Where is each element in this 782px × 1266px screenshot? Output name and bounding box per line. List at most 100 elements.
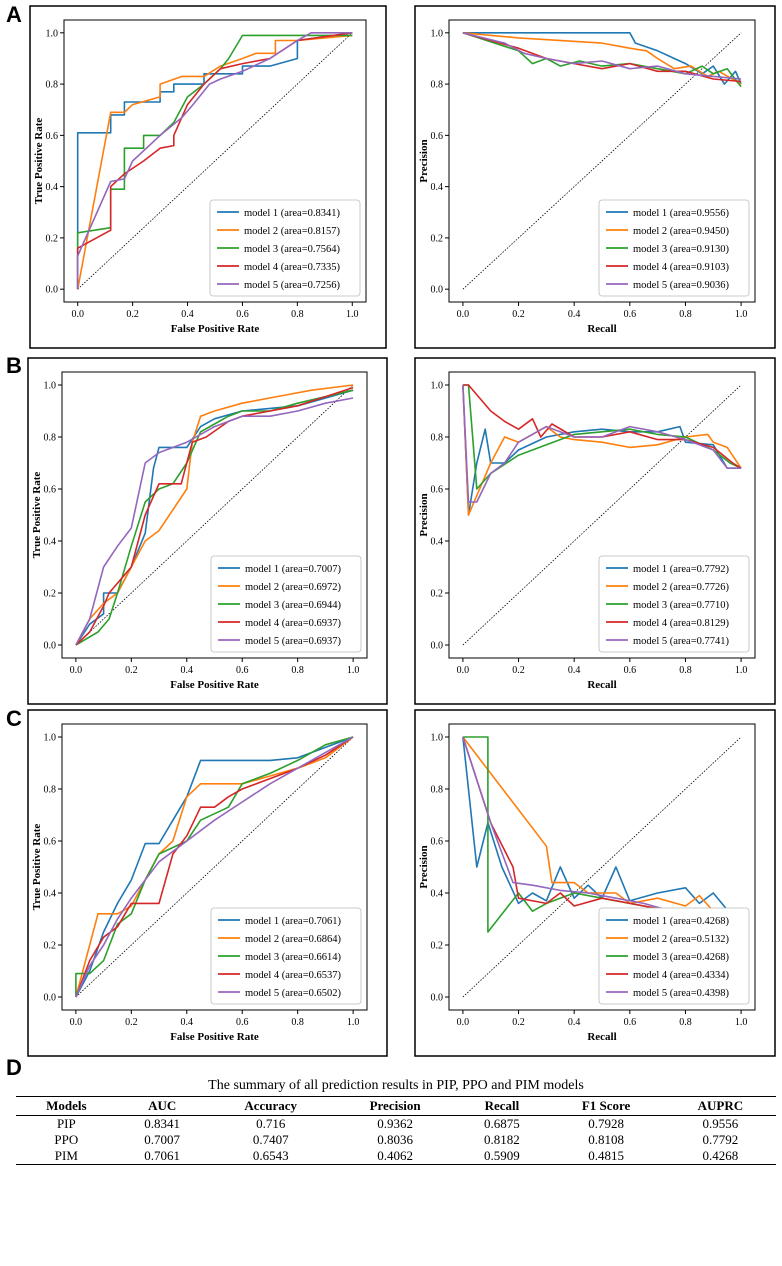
- y-tick-label: 1.0: [44, 733, 57, 744]
- legend: model 1 (area=0.7061) model 2 (area=0.686…: [210, 907, 362, 1005]
- legend: model 1 (area=0.7007) model 2 (area=0.697…: [210, 555, 362, 653]
- chance-diagonal-line: [462, 736, 742, 998]
- y-tick-label: 0.8: [431, 433, 444, 444]
- y-tick-label: 0.8: [431, 785, 444, 796]
- legend-entry: model 5 (area=0.9036): [633, 280, 730, 291]
- y-tick-label: 0.0: [431, 641, 444, 652]
- table-row: PPO 0.7007 0.7407 0.8036 0.8182 0.8108 0…: [16, 1132, 776, 1148]
- table-cell: 0.7792: [702, 1132, 739, 1147]
- axes-box: [448, 371, 756, 659]
- legend: model 1 (area=0.9556) model 2 (area=0.945…: [598, 199, 750, 297]
- chance-diagonal-line: [77, 32, 353, 290]
- x-tick-label: 0.6: [624, 1017, 637, 1028]
- legend-entry: model 3 (area=0.9130): [633, 244, 730, 255]
- y-tick-label: 0.2: [44, 941, 57, 952]
- legend-entry: model 2 (area=0.7726): [633, 582, 730, 593]
- column-header: AUC: [116, 1096, 208, 1116]
- table-cell: 0.7407: [252, 1132, 289, 1147]
- legend-entry: model 5 (area=0.6937): [245, 636, 342, 647]
- x-axis-label: Recall: [587, 1031, 616, 1043]
- axes-box: [61, 371, 368, 659]
- x-tick-label: 0.0: [457, 309, 470, 320]
- series-line-model-4: [76, 32, 353, 290]
- series-line-model-4: [75, 386, 354, 646]
- legend: model 1 (area=0.4268) model 2 (area=0.513…: [598, 907, 750, 1005]
- series-line-model-5: [76, 31, 353, 290]
- chance-diagonal-line: [462, 384, 742, 646]
- x-tick-label: 0.8: [679, 1017, 692, 1028]
- legend-entry: model 1 (area=0.7061): [245, 916, 342, 927]
- x-tick-label: 0.2: [512, 665, 525, 676]
- x-tick-label: 0.2: [126, 309, 139, 320]
- table-cell: 0.7061: [116, 1148, 208, 1165]
- legend-entry: model 2 (area=0.8157): [244, 226, 341, 237]
- chance-diagonal-line: [75, 736, 354, 998]
- series-line-model-1: [75, 736, 354, 998]
- y-tick-label: 1.0: [46, 28, 59, 39]
- legend-entry: model 5 (area=0.6502): [245, 988, 342, 999]
- legend-box: [598, 907, 750, 1005]
- x-axis-label: False Positive Rate: [170, 1031, 259, 1043]
- x-tick-label: 0.2: [512, 1017, 525, 1028]
- y-axis-label: True Positive Rate: [31, 824, 43, 911]
- x-tick-label: 0.8: [291, 309, 304, 320]
- table-cell: PIP: [56, 1116, 76, 1131]
- table-cell: 0.5909: [456, 1148, 548, 1165]
- legend: model 1 (area=0.8341) model 2 (area=0.815…: [209, 199, 361, 297]
- table-header-row: Models AUC Accuracy Precision Recall F1 …: [16, 1096, 776, 1116]
- table-cell: 0.716: [256, 1116, 286, 1131]
- y-tick-label: 0.0: [431, 285, 444, 296]
- y-tick-label: 0.6: [431, 485, 444, 496]
- x-tick-label: 0.6: [236, 665, 249, 676]
- y-tick-label: 0.4: [44, 889, 57, 900]
- x-tick-label: 0.0: [70, 1017, 83, 1028]
- x-tick-label: 1.0: [346, 309, 359, 320]
- y-tick-label: 0.0: [431, 993, 444, 1004]
- x-tick-label: 0.0: [457, 1017, 470, 1028]
- x-tick-label: 0.8: [291, 665, 304, 676]
- series-line-model-2: [75, 384, 354, 646]
- x-tick-label: 0.4: [568, 665, 581, 676]
- y-tick-label: 0.6: [431, 131, 444, 142]
- plot-panel-b-roc: 0.0 0.2 0.4 0.6 0.8 1.0 0.0 0.2 0.4 0.6 0.8 1.0 Fals…: [27, 357, 388, 705]
- series-line-model-5: [75, 397, 354, 646]
- table-cell: 0.8108: [588, 1132, 624, 1147]
- y-axis-label: Precision: [418, 845, 430, 888]
- y-tick-label: 0.8: [46, 80, 59, 91]
- table-row: PIM 0.7061 0.6543 0.4062 0.5909 0.4815 0…: [16, 1148, 776, 1165]
- series-line-model-4: [462, 384, 742, 469]
- column-header: Accuracy: [207, 1096, 334, 1116]
- y-tick-label: 0.0: [44, 993, 57, 1004]
- series-line-model-3: [75, 736, 354, 997]
- legend-entry: model 3 (area=0.7564): [244, 244, 341, 255]
- x-tick-label: 0.4: [181, 1017, 194, 1028]
- column-header: AUPRC: [664, 1096, 776, 1116]
- legend-entry: model 4 (area=0.4334): [633, 970, 730, 981]
- x-tick-label: 1.0: [347, 1017, 360, 1028]
- legend-entry: model 4 (area=0.8129): [633, 618, 730, 629]
- plot-panel-a-pr: 0.0 0.2 0.4 0.6 0.8 1.0 0.0 0.2 0.4 0.6 0.8 1.0 Reca…: [414, 5, 776, 349]
- panel-frame: [414, 5, 776, 349]
- table-cell: 0.9556: [702, 1116, 739, 1131]
- x-tick-label: 0.2: [125, 1017, 138, 1028]
- axes-box: [448, 19, 756, 303]
- legend-entry: model 2 (area=0.6864): [245, 934, 342, 945]
- x-tick-label: 0.8: [679, 309, 692, 320]
- panel-label-d: D: [6, 1055, 22, 1080]
- table-cell: 0.7928: [588, 1116, 624, 1131]
- legend-entry: model 1 (area=0.9556): [633, 208, 730, 219]
- column-header: F1 Score: [547, 1096, 665, 1116]
- x-tick-label: 0.6: [624, 665, 637, 676]
- series-line-model-5: [462, 384, 742, 503]
- series-line-model-5: [462, 32, 742, 80]
- legend-entry: model 3 (area=0.4268): [633, 952, 730, 963]
- legend-entry: model 3 (area=0.7710): [633, 600, 730, 611]
- chance-diagonal-line: [75, 384, 354, 646]
- y-tick-label: 0.8: [44, 433, 57, 444]
- legend-entry: model 4 (area=0.6937): [245, 618, 342, 629]
- y-tick-label: 0.4: [431, 182, 444, 193]
- x-tick-label: 0.4: [181, 309, 194, 320]
- y-tick-label: 0.4: [44, 537, 57, 548]
- y-tick-label: 0.2: [431, 589, 444, 600]
